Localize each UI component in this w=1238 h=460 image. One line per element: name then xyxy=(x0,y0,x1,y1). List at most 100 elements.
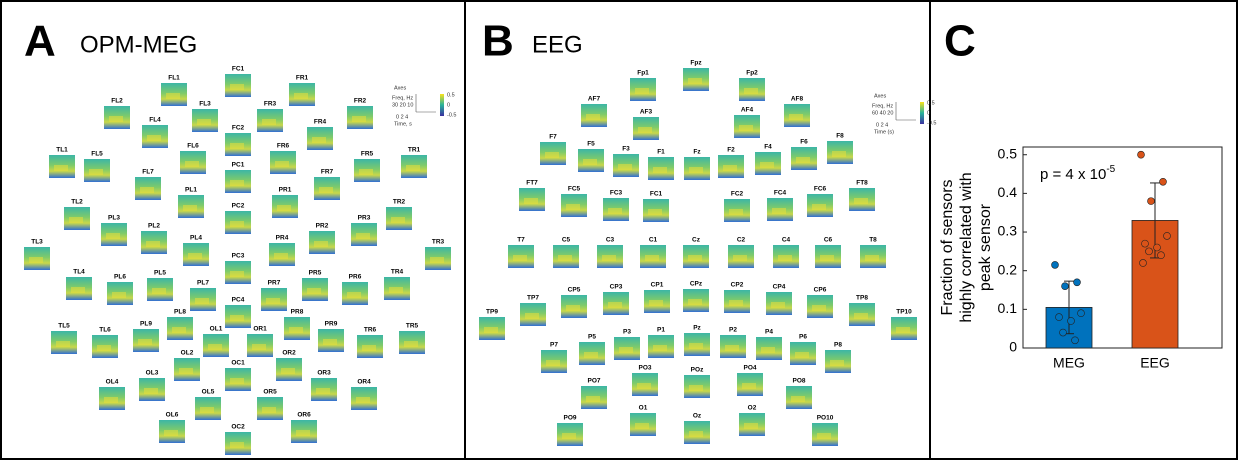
sensor-label: FL3 xyxy=(199,101,211,108)
data-point xyxy=(1138,151,1145,158)
spectrogram-burst xyxy=(820,255,834,261)
spectrogram-burst xyxy=(252,344,266,350)
spectrogram-burst xyxy=(97,345,111,351)
data-point xyxy=(1158,252,1165,259)
spectrogram-burst xyxy=(689,431,703,437)
sensor-label: PL7 xyxy=(197,280,209,287)
spectrogram-burst xyxy=(362,345,376,351)
panel-letter: C xyxy=(944,17,976,66)
sensor-label: PL6 xyxy=(114,274,126,281)
sensor-label: C4 xyxy=(782,237,791,244)
sensor-label: OR6 xyxy=(297,412,311,419)
sensor-label: TL5 xyxy=(58,323,70,330)
x-tick-label: EEG xyxy=(1140,355,1170,371)
spectrogram-burst xyxy=(562,433,576,439)
spectrogram-burst xyxy=(546,360,560,366)
spectrogram-burst xyxy=(104,397,118,403)
spectrogram-burst xyxy=(356,233,370,239)
sensor-label: PO7 xyxy=(587,378,600,385)
spectrogram-burst xyxy=(602,255,616,261)
spectrogram-burst xyxy=(185,161,199,167)
sensor-label: FR6 xyxy=(277,143,290,150)
sensor-label: PL3 xyxy=(108,215,120,222)
y-tick-label: 0.4 xyxy=(998,184,1018,200)
data-point xyxy=(1056,314,1063,321)
sensor-label: PL9 xyxy=(140,321,152,328)
legend-yticks: 30 20 10 xyxy=(392,102,413,108)
spectrogram-burst xyxy=(688,255,702,261)
sensor-label: C1 xyxy=(649,237,658,244)
data-point xyxy=(1160,178,1167,185)
sensor-label: F6 xyxy=(800,139,808,146)
sensor-label: TR5 xyxy=(406,323,419,330)
spectrogram-burst xyxy=(172,327,186,333)
sensor-label: FR1 xyxy=(296,75,309,82)
spectrogram-burst xyxy=(583,159,597,165)
spectrogram-burst xyxy=(359,169,373,175)
sensor-label: FC1 xyxy=(232,66,245,73)
sensor-label: FC3 xyxy=(610,190,623,197)
sensor-label: OL5 xyxy=(202,389,215,396)
colorbar-tick: 0.5 xyxy=(447,92,455,98)
spectrogram-burst xyxy=(723,165,737,171)
sensor-label: P1 xyxy=(657,327,665,334)
sensor-label: P4 xyxy=(765,329,773,336)
sensor-label: C5 xyxy=(562,237,571,244)
data-point xyxy=(1072,337,1079,344)
sensor-label: OR5 xyxy=(263,389,277,396)
sensor-label: PO9 xyxy=(563,415,576,422)
spectrogram-burst xyxy=(266,298,280,304)
sensor-label: OC1 xyxy=(231,360,245,367)
panel-title: EEG xyxy=(532,31,583,58)
sensor-label: PC1 xyxy=(232,162,245,169)
spectrogram-burst xyxy=(404,341,418,347)
spectrogram-burst xyxy=(729,300,743,306)
spectrogram-burst xyxy=(566,305,580,311)
sensor-label: TR2 xyxy=(393,199,406,206)
sensor-label: O2 xyxy=(748,405,757,412)
y-tick-label: 0.3 xyxy=(998,223,1018,239)
sensor-label: OR3 xyxy=(317,370,331,377)
spectrogram-burst xyxy=(854,198,868,204)
spectrogram-burst xyxy=(146,241,160,247)
sensor-label: AF4 xyxy=(741,107,754,114)
colorbar xyxy=(440,94,444,116)
spectrogram-burst xyxy=(138,339,152,345)
spectrogram-burst xyxy=(586,396,600,402)
colorbar-tick: -0.5 xyxy=(447,112,456,118)
y-axis-label: peak sensor xyxy=(977,203,994,291)
sensor-label: PR1 xyxy=(279,187,292,194)
sensor-label: PC4 xyxy=(232,297,245,304)
spectrogram-burst xyxy=(566,204,580,210)
legend-ylabel: Freq, Hz xyxy=(392,95,413,101)
sensor-label: FR5 xyxy=(361,151,374,158)
spectrogram-burst xyxy=(558,255,572,261)
spectrogram-burst xyxy=(635,423,649,429)
spectrogram-burst xyxy=(144,388,158,394)
spectrogram-burst xyxy=(638,127,652,133)
sensor-label: OR1 xyxy=(253,326,267,333)
spectrogram-burst xyxy=(778,255,792,261)
spectrogram-burst xyxy=(725,345,739,351)
spectrogram-burst xyxy=(653,345,667,351)
sensor-label: TP7 xyxy=(527,295,539,302)
colorbar-tick: 0 xyxy=(447,102,450,108)
spectrogram-burst xyxy=(29,257,43,263)
sensor-label: FR3 xyxy=(264,101,277,108)
sensor-label: TL2 xyxy=(71,199,83,206)
spectrogram-burst xyxy=(356,397,370,403)
spectrogram-burst xyxy=(760,162,774,168)
spectrogram-burst xyxy=(742,383,756,389)
spectrogram-burst xyxy=(230,221,244,227)
spectrogram-burst xyxy=(69,217,83,223)
annotation-text: p = 4 x 10 xyxy=(1040,166,1106,183)
spectrogram-burst xyxy=(812,204,826,210)
sensor-label: PL1 xyxy=(185,187,197,194)
spectrogram-burst xyxy=(179,368,193,374)
sensor-label: FT8 xyxy=(856,180,868,187)
sensor-label: AF8 xyxy=(791,96,804,103)
data-point xyxy=(1154,244,1161,251)
spectrogram-burst xyxy=(584,352,598,358)
spectrogram-burst xyxy=(545,152,559,158)
sensor-label: FL2 xyxy=(111,98,123,105)
